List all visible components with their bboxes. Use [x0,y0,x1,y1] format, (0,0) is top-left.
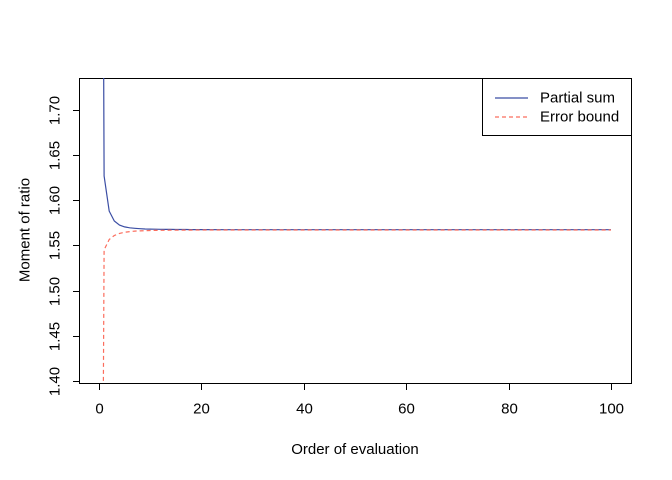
y-tick-label: 1.60 [47,186,64,215]
x-axis-title: Order of evaluation [291,441,419,458]
x-tick-label: 40 [296,401,313,418]
legend-label: Partial sum [540,90,615,107]
y-tick-label: 1.70 [47,96,64,125]
legend-box [482,78,632,136]
y-tick-label: 1.50 [47,277,64,306]
x-tick-label: 100 [599,401,624,418]
y-tick-label: 1.65 [47,141,64,170]
series-line-error-bound [102,229,611,383]
y-tick-label: 1.40 [47,367,64,396]
plot-box [79,78,632,384]
y-tick-label: 1.45 [47,322,64,351]
x-tick-label: 80 [501,401,518,418]
legend-label: Error bound [540,109,619,126]
x-tick-label: 60 [398,401,415,418]
x-tick-label: 20 [193,401,210,418]
x-tick-label: 0 [95,401,103,418]
y-tick-label: 1.55 [47,231,64,260]
y-axis-title: Moment of ratio [16,177,34,283]
